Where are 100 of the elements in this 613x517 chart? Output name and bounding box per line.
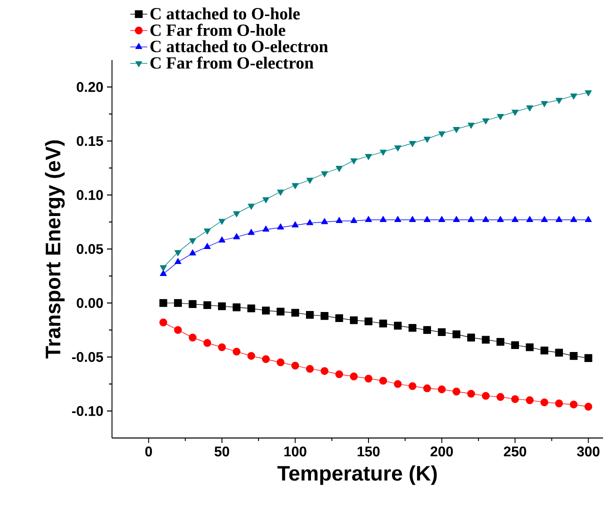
point [409,141,416,148]
point [203,301,212,310]
point [540,101,548,108]
x-tick-label: 250 [504,446,526,456]
point [335,370,344,378]
point [335,314,344,322]
point [276,308,284,316]
point [320,367,328,375]
legend-label: C attached to O-electron [150,40,328,52]
point [555,348,563,357]
x-tick-label: 100 [284,446,306,456]
legend-label: C attached to O-hole [150,8,300,20]
point [174,250,182,256]
point [452,388,460,396]
point [364,374,372,382]
point [232,303,240,312]
point [570,400,578,408]
point [570,216,578,222]
point [160,265,167,272]
point [496,216,504,222]
point [159,318,168,326]
point [540,346,548,354]
y-tick-label: 0.15 [76,136,104,146]
y-axis-title: Transport Energy (eV) [45,140,65,358]
x-tick-label: 0 [145,446,152,456]
point [584,354,592,362]
point [204,228,211,235]
point [394,216,402,222]
point [233,233,240,240]
point [174,258,182,264]
x-tick-label: 200 [430,446,453,456]
point [350,158,358,164]
point [277,224,284,230]
point [292,183,299,190]
x-tick-label: 150 [358,446,380,456]
point [189,249,196,256]
point [262,306,270,314]
point [262,226,270,232]
point [584,402,592,411]
point [394,145,402,152]
point [292,221,299,228]
point [364,317,372,326]
point [248,228,255,235]
point [555,400,563,408]
point [320,312,328,320]
point [512,216,518,222]
point [262,355,270,364]
point [468,122,475,129]
point [306,219,314,226]
point [365,154,372,160]
point [540,398,548,406]
point [277,190,284,196]
point [262,197,270,204]
x-tick-label: 50 [214,446,230,456]
point [496,338,504,346]
point [336,166,343,172]
point [350,217,358,224]
point [453,216,460,222]
point [306,310,314,319]
point [350,316,358,324]
point [233,211,240,218]
legend-label: C Far from O-electron [150,56,314,69]
point [452,330,460,338]
y-tick-label: -0.10 [72,406,103,416]
point [526,105,534,112]
point [380,150,387,156]
point [438,328,446,336]
point [379,376,388,385]
point [438,131,446,138]
point [409,216,416,222]
point [160,270,167,276]
point [584,90,592,96]
y-tick-label: 0.05 [76,244,104,254]
point [203,339,212,347]
point [424,216,431,222]
point [232,348,240,356]
point [467,390,475,398]
point [438,386,446,394]
point [482,118,490,124]
point [511,341,519,350]
point [556,216,562,222]
x-tick-label: 300 [576,446,600,456]
point [556,98,562,104]
point [512,110,518,116]
point [204,242,211,249]
point [321,218,328,224]
point [218,236,226,242]
y-tick-label: 0.20 [76,82,103,92]
point [218,218,226,225]
point [189,238,196,244]
point [570,94,578,100]
point [188,334,197,342]
point [408,324,416,332]
point [336,217,343,224]
point [276,358,284,366]
point [247,352,256,360]
point [306,364,314,373]
point [482,216,490,222]
point [408,382,416,390]
point [468,216,475,222]
